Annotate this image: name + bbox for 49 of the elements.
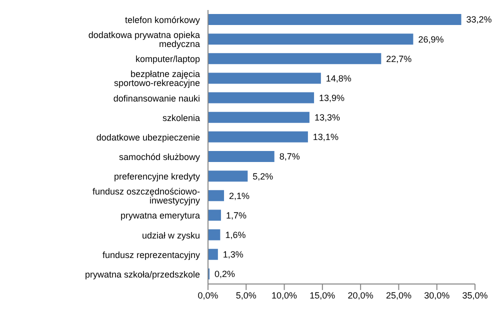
data-label: 26,9% bbox=[418, 34, 444, 44]
data-label: 2,1% bbox=[229, 190, 250, 201]
y-tick-label: prywatna emerytura bbox=[120, 210, 200, 221]
y-tick-label: dofinansowanie nauki bbox=[113, 93, 200, 104]
y-tick-label: fundusz reprezentacyjny bbox=[102, 250, 200, 260]
bar bbox=[208, 131, 308, 142]
y-tick-label: telefon komórkowy bbox=[124, 14, 200, 25]
bar bbox=[208, 53, 382, 64]
y-tick-label: szkolenia bbox=[162, 112, 200, 123]
data-label: 1,3% bbox=[222, 250, 244, 260]
data-label: 14,8% bbox=[326, 73, 352, 84]
bar bbox=[208, 72, 321, 84]
data-label: 8,7% bbox=[279, 152, 300, 162]
bar bbox=[208, 248, 218, 260]
y-tick-label: prywatna szkoła/przedszkole bbox=[84, 269, 200, 280]
y-tick-label: komputer/laptop bbox=[135, 54, 200, 64]
bar bbox=[208, 92, 314, 104]
x-tick-label: 10,0% bbox=[272, 290, 298, 300]
data-label: 33,2% bbox=[466, 14, 492, 25]
bar bbox=[208, 210, 221, 221]
bar bbox=[208, 112, 310, 123]
bar bbox=[208, 190, 224, 202]
data-label: 1,6% bbox=[225, 230, 246, 240]
data-label: 13,3% bbox=[314, 112, 340, 123]
x-tick-label: 20,0% bbox=[348, 290, 374, 300]
y-tick-label: dodatkowa prywatna opieka medyczna bbox=[88, 30, 200, 50]
bar bbox=[208, 229, 220, 240]
data-label: 22,7% bbox=[386, 54, 412, 64]
bar bbox=[208, 34, 414, 45]
x-tick-label: 35,0% bbox=[462, 290, 488, 300]
data-label: 0,2% bbox=[214, 269, 236, 280]
data-label: 13,9% bbox=[319, 92, 345, 103]
x-tick-label: 30,0% bbox=[424, 290, 450, 300]
bar bbox=[208, 14, 462, 25]
y-tick-label: udział w zysku bbox=[142, 230, 200, 240]
bar bbox=[208, 151, 274, 162]
x-tick-label: 15,0% bbox=[310, 290, 336, 300]
y-tick-label: bezpłatne zajęcia sportowo-rekreacyjne bbox=[114, 69, 200, 88]
data-label: 5,2% bbox=[252, 171, 274, 182]
y-tick-label: fundusz oszczędnościowo- inwestycyjny bbox=[92, 186, 200, 206]
bar bbox=[208, 170, 248, 182]
data-label: 13,1% bbox=[312, 132, 338, 142]
x-tick-label: 0,0% bbox=[198, 290, 218, 300]
y-tick-label: dodatkowe ubezpieczenie bbox=[96, 132, 200, 142]
y-tick-label: samochód służbowy bbox=[118, 152, 200, 162]
x-tick-label: 5,0% bbox=[236, 290, 256, 300]
data-label: 1,7% bbox=[226, 210, 246, 220]
y-tick-label: preferencyjne kredyty bbox=[114, 172, 200, 182]
x-tick-label: 25,0% bbox=[386, 290, 412, 300]
